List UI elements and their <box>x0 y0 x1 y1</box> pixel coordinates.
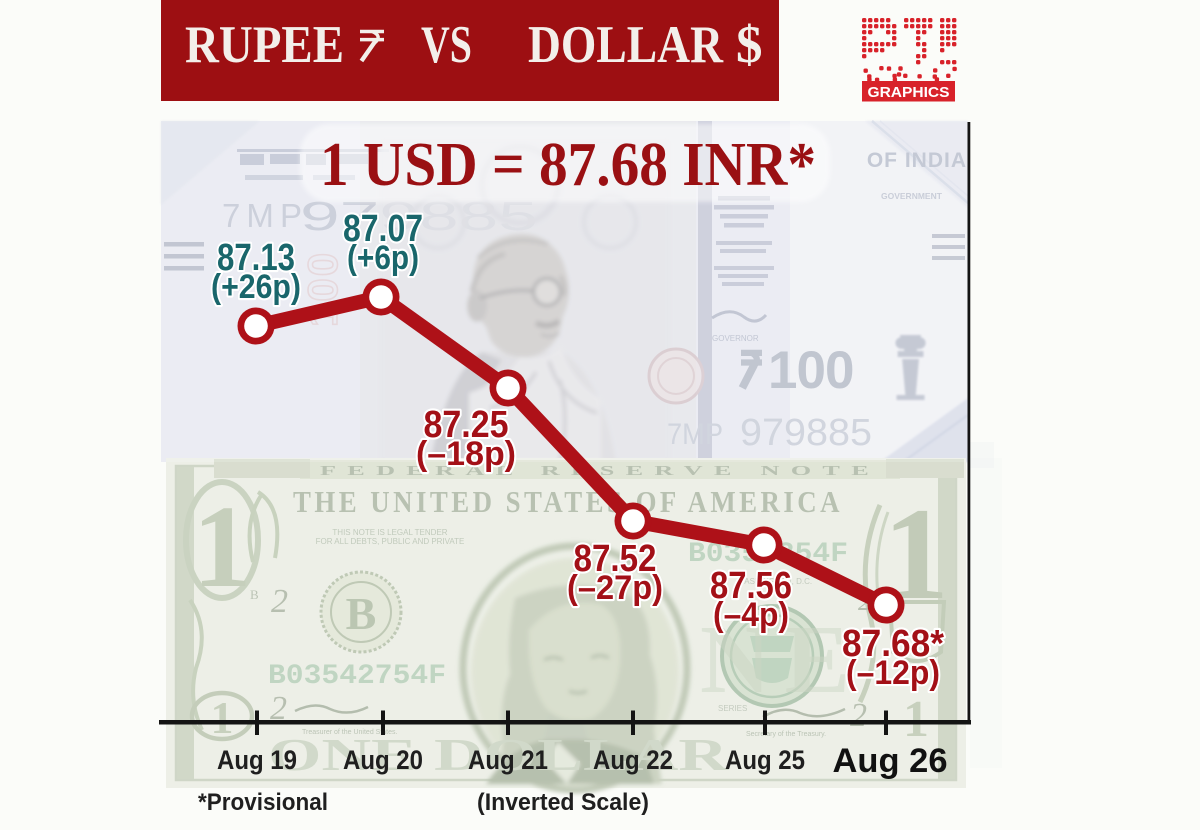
svg-text:*Provisional: *Provisional <box>198 789 328 816</box>
svg-text:7MP: 7MP <box>667 418 723 451</box>
svg-text:OF INDIA: OF INDIA <box>867 149 967 172</box>
svg-text:2: 2 <box>270 690 287 727</box>
svg-text:87.13: 87.13 <box>217 237 295 279</box>
svg-text:87.07: 87.07 <box>343 208 423 250</box>
svg-text:1: 1 <box>903 691 929 748</box>
svg-text:Secretary of the Treasury.: Secretary of the Treasury. <box>746 731 826 738</box>
svg-text:RUPEE: RUPEE <box>185 16 344 74</box>
svg-text:$: $ <box>736 16 763 74</box>
svg-text:87.52: 87.52 <box>574 538 657 580</box>
svg-text:Treasurer of the United States: Treasurer of the United States. <box>302 729 398 736</box>
svg-text:Aug 21: Aug 21 <box>468 745 548 775</box>
svg-text:(+6p): (+6p) <box>347 239 419 277</box>
svg-text:ONE DOLLAR: ONE DOLLAR <box>268 729 729 780</box>
svg-text:87.68*: 87.68* <box>842 623 944 665</box>
svg-text:B: B <box>346 588 377 639</box>
svg-text:DOLLAR: DOLLAR <box>528 16 724 74</box>
svg-text:Aug 19: Aug 19 <box>217 745 297 775</box>
svg-text:Aug 26: Aug 26 <box>833 742 948 780</box>
svg-text:1: 1 <box>211 692 234 743</box>
svg-text:VS: VS <box>421 16 472 74</box>
svg-text:87.56: 87.56 <box>710 565 792 607</box>
svg-text:B03542754F: B03542754F <box>268 661 446 692</box>
svg-text:THIS NOTE IS LEGAL TENDER: THIS NOTE IS LEGAL TENDER <box>332 528 447 537</box>
svg-text:(–18p): (–18p) <box>416 435 516 473</box>
svg-text:1: 1 <box>193 481 252 612</box>
svg-text:GRAPHICS: GRAPHICS <box>868 85 950 101</box>
svg-text:(Inverted Scale): (Inverted Scale) <box>477 789 649 816</box>
svg-text:1 USD = 87.68 INR*: 1 USD = 87.68 INR* <box>320 131 816 199</box>
svg-text:(–4p): (–4p) <box>713 596 789 634</box>
svg-text:2: 2 <box>271 583 288 620</box>
svg-text:SERIES: SERIES <box>718 704 747 713</box>
svg-text:Aug 20: Aug 20 <box>343 745 423 775</box>
svg-text:Aug 22: Aug 22 <box>593 745 673 775</box>
svg-text:GOVERNOR: GOVERNOR <box>712 334 759 343</box>
svg-text:THE UNITED STATES OF AMERICA: THE UNITED STATES OF AMERICA <box>293 484 843 519</box>
svg-text:7MP: 7MP <box>222 197 302 234</box>
svg-text:FEDERAL RESERVE NOTE: FEDERAL RESERVE NOTE <box>320 464 880 479</box>
svg-text:(–27p): (–27p) <box>567 569 663 607</box>
svg-text:979885: 979885 <box>740 412 872 454</box>
svg-text:(–12p): (–12p) <box>846 654 940 692</box>
svg-text:B: B <box>250 587 259 602</box>
svg-text:2: 2 <box>850 697 867 734</box>
svg-text:WASHINGTON, D.C.: WASHINGTON, D.C. <box>737 577 812 586</box>
svg-text:FOR ALL DEBTS, PUBLIC AND PRIV: FOR ALL DEBTS, PUBLIC AND PRIVATE <box>316 537 465 546</box>
svg-text:GOVERNMENT: GOVERNMENT <box>881 191 943 201</box>
svg-text:Aug 25: Aug 25 <box>725 745 805 775</box>
svg-text:(+26p): (+26p) <box>211 268 301 306</box>
svg-text:87.25: 87.25 <box>424 404 509 446</box>
svg-text:100: 100 <box>768 341 853 400</box>
